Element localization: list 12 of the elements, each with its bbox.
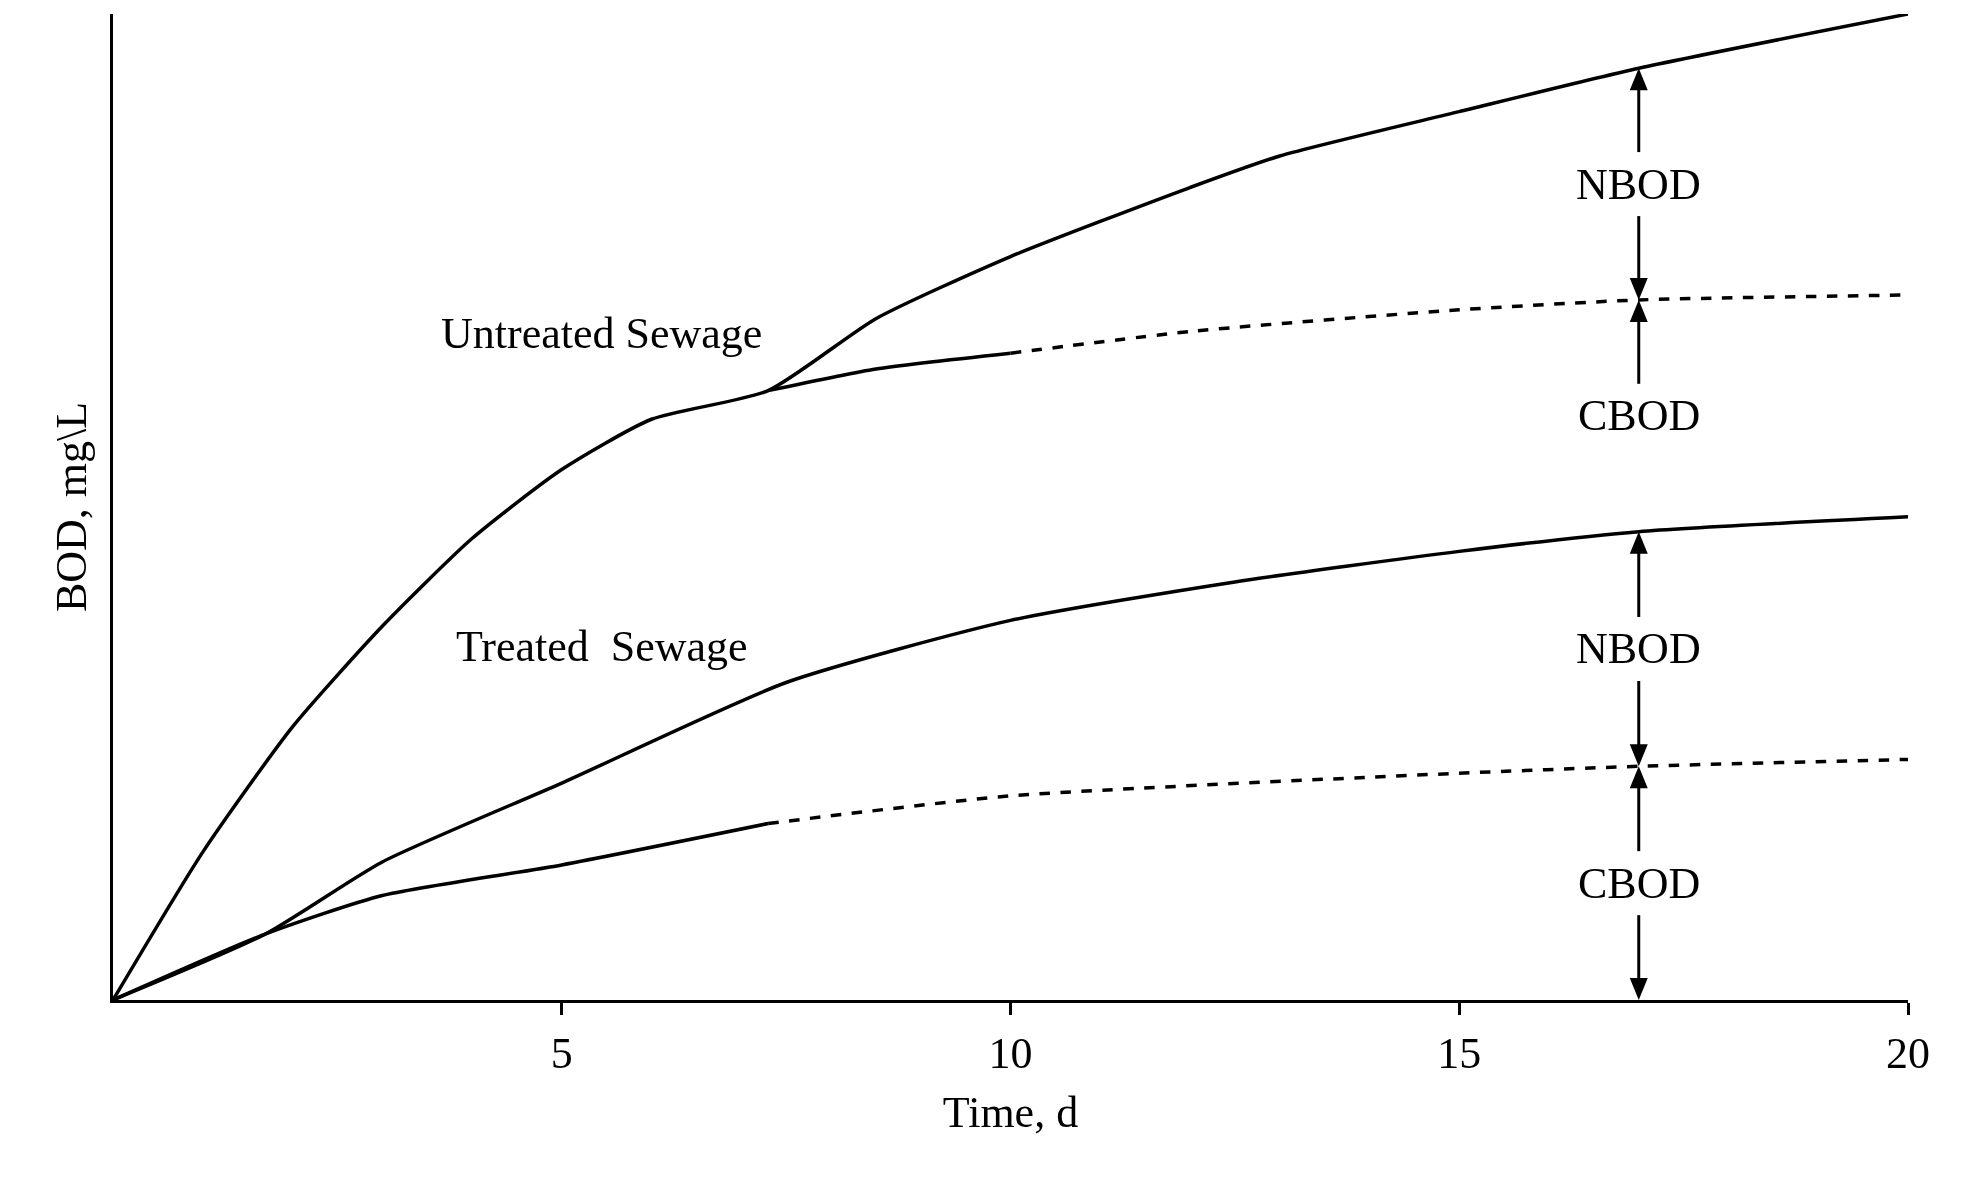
annotation: NBOD xyxy=(1576,624,1701,673)
x-tick-label: 20 xyxy=(1886,1028,1930,1078)
annotation: NBOD xyxy=(1576,160,1701,209)
x-tick-label: 10 xyxy=(988,1028,1033,1078)
x-tick-label: 5 xyxy=(550,1028,573,1078)
series-label: Untreated Sewage xyxy=(441,309,763,358)
annotation: CBOD xyxy=(1578,391,1701,440)
x-axis-title: Time, d xyxy=(942,1088,1079,1138)
x-tick-label: 15 xyxy=(1437,1028,1482,1078)
annotation: CBOD xyxy=(1578,859,1701,908)
y-axis-title: BOD, mg\L xyxy=(47,401,97,613)
series-label: Treated Sewage xyxy=(456,622,748,671)
